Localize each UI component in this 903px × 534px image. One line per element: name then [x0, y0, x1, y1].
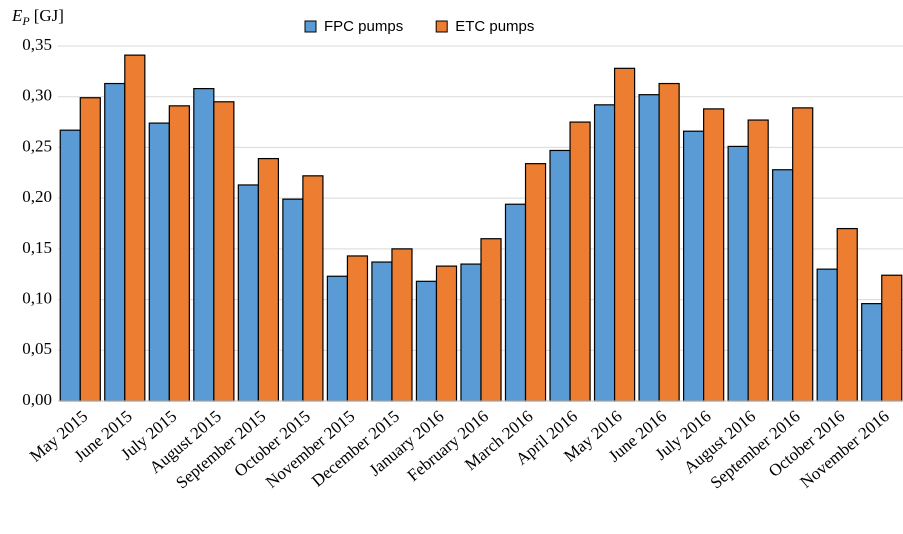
bar — [638, 94, 660, 402]
bar — [658, 82, 680, 402]
bar — [593, 104, 616, 402]
bar — [326, 275, 349, 402]
bar — [549, 149, 571, 402]
bar — [816, 268, 838, 402]
bar — [727, 145, 749, 402]
y-label-unit: [GJ] — [34, 6, 64, 25]
y-axis-label: EP [GJ] — [11, 6, 64, 28]
bar — [861, 303, 883, 402]
bar — [193, 87, 215, 402]
y-tick-label: 0,20 — [22, 187, 52, 206]
bar — [460, 263, 482, 402]
y-label-symbol: E — [11, 6, 23, 25]
y-tick-label: 0,10 — [22, 288, 52, 307]
bar — [302, 175, 324, 402]
y-tick-label: 0,15 — [22, 238, 52, 257]
bar — [148, 122, 170, 402]
bar — [524, 163, 547, 402]
bar — [435, 265, 458, 402]
bar — [613, 67, 636, 402]
legend-label: ETC pumps — [455, 18, 534, 35]
bar — [747, 119, 769, 402]
bar — [682, 130, 705, 402]
y-tick-label: 0,25 — [22, 136, 52, 155]
bar — [168, 105, 190, 402]
y-tick-label: 0,05 — [22, 339, 52, 358]
bar — [703, 108, 725, 402]
bar — [569, 121, 591, 402]
y-label-subscript: P — [21, 14, 30, 28]
bar — [59, 129, 81, 402]
y-tick-label: 0,30 — [22, 86, 52, 105]
bar — [371, 261, 393, 402]
bar — [792, 107, 814, 402]
bar — [282, 198, 304, 402]
bar — [881, 274, 903, 402]
bar — [213, 101, 235, 402]
bar — [504, 203, 527, 402]
legend-label: FPC pumps — [324, 18, 403, 35]
bar — [124, 54, 146, 402]
y-tick-label: 0,00 — [22, 390, 52, 409]
legend-swatch — [304, 20, 317, 33]
legend-swatch — [435, 20, 448, 33]
bar — [237, 184, 259, 402]
bar — [772, 169, 794, 402]
bar — [836, 227, 858, 402]
bar — [415, 280, 438, 402]
bar — [346, 255, 369, 402]
bar — [480, 238, 502, 402]
bar — [391, 248, 413, 402]
bar — [104, 82, 126, 402]
y-tick-label: 0,35 — [22, 35, 52, 54]
bar — [257, 157, 280, 402]
bar — [79, 97, 101, 402]
